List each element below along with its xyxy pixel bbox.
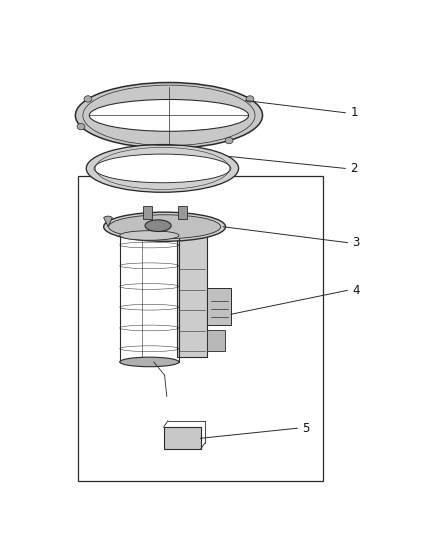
Ellipse shape <box>120 231 179 240</box>
Ellipse shape <box>84 96 92 102</box>
Ellipse shape <box>104 212 226 241</box>
Ellipse shape <box>225 138 233 144</box>
Bar <box>207 288 231 325</box>
Ellipse shape <box>109 215 221 239</box>
Wedge shape <box>104 216 113 227</box>
Text: 1: 1 <box>350 106 358 119</box>
Bar <box>207 330 225 351</box>
Ellipse shape <box>86 144 239 192</box>
Ellipse shape <box>75 83 262 148</box>
Text: 4: 4 <box>353 284 360 297</box>
Bar <box>78 176 323 481</box>
Ellipse shape <box>145 220 171 231</box>
Bar <box>143 206 152 219</box>
Bar <box>163 427 201 449</box>
Bar <box>178 206 187 219</box>
Ellipse shape <box>246 96 254 102</box>
Bar <box>177 232 207 357</box>
Ellipse shape <box>120 357 179 367</box>
Ellipse shape <box>89 100 249 131</box>
Ellipse shape <box>94 154 231 183</box>
Text: 2: 2 <box>350 162 358 175</box>
Ellipse shape <box>77 124 85 130</box>
Text: 5: 5 <box>303 422 310 435</box>
Text: 3: 3 <box>353 236 360 249</box>
